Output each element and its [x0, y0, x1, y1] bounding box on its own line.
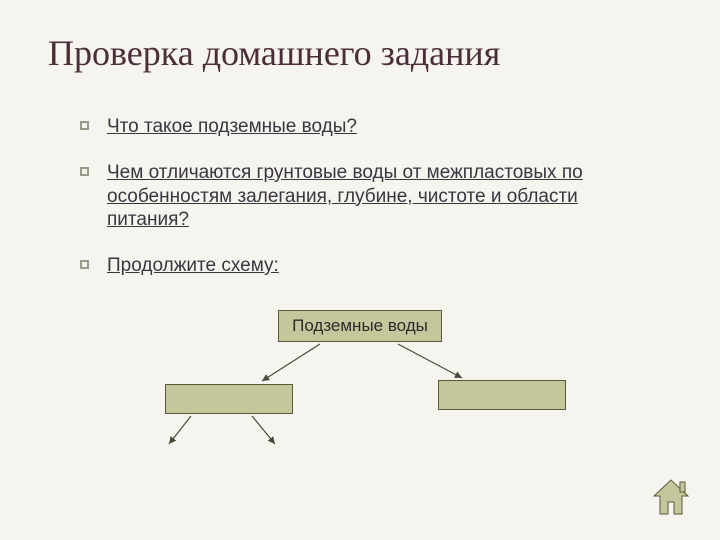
diagram: Подземные воды	[0, 310, 720, 510]
bullet-list: Что такое подземные воды? Чем отличаются…	[80, 115, 660, 300]
bullet-text: Чем отличаются грунтовые воды от межплас…	[107, 161, 660, 232]
slide-title: Проверка домашнего задания	[48, 32, 500, 74]
bullet-item: Продолжите схему:	[80, 254, 660, 278]
bullet-text: Что такое подземные воды?	[107, 115, 357, 139]
bullet-marker-icon	[80, 260, 89, 269]
bullet-text: Продолжите схему:	[107, 254, 279, 278]
home-icon[interactable]	[650, 476, 692, 518]
bullet-marker-icon	[80, 121, 89, 130]
bullet-item: Что такое подземные воды?	[80, 115, 660, 139]
bullet-marker-icon	[80, 167, 89, 176]
bullet-item: Чем отличаются грунтовые воды от межплас…	[80, 161, 660, 232]
slide: Проверка домашнего задания Что такое под…	[0, 0, 720, 540]
diagram-arrows	[0, 310, 720, 510]
